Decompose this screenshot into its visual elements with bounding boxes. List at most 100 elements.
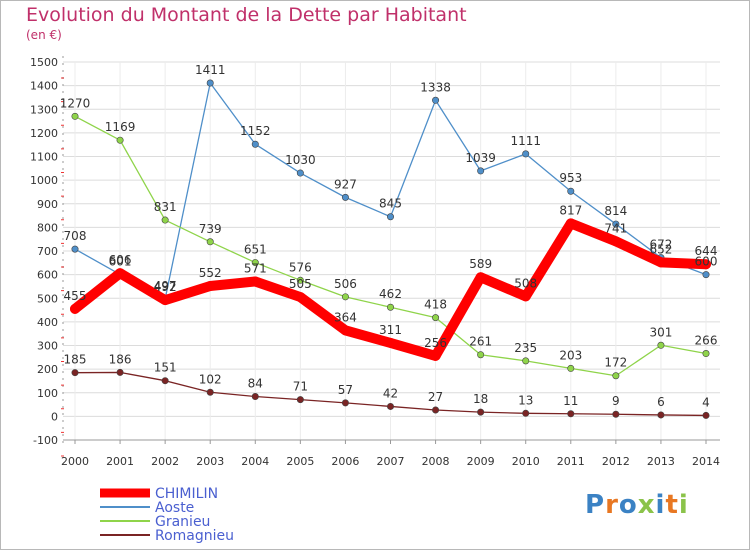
data-point-granieu	[567, 364, 575, 372]
y-tick-label: 500	[37, 292, 58, 305]
data-label-granieu: 831	[154, 200, 177, 214]
data-label-aoste: 1111	[510, 134, 541, 148]
data-label-chimilin: 606	[109, 253, 132, 267]
data-point-romagnieu	[567, 410, 575, 418]
data-point-granieu	[522, 357, 530, 365]
data-label-romagnieu: 18	[473, 392, 488, 406]
data-point-aoste	[206, 79, 214, 87]
data-label-granieu: 203	[559, 348, 582, 362]
data-label-granieu: 576	[289, 260, 312, 274]
data-label-romagnieu: 9	[612, 394, 620, 408]
data-label-chimilin: 817	[559, 203, 582, 217]
data-point-chimilin	[610, 236, 621, 247]
data-point-granieu	[206, 238, 214, 246]
y-tick-label: 1100	[30, 151, 58, 164]
legend-label-aoste: Aoste	[155, 500, 194, 516]
data-label-romagnieu: 4	[702, 395, 710, 409]
data-point-chimilin	[205, 280, 216, 291]
data-label-romagnieu: 151	[154, 361, 177, 375]
data-label-granieu: 172	[604, 356, 627, 370]
data-label-granieu: 266	[695, 334, 718, 348]
data-point-chimilin	[385, 337, 396, 348]
data-label-chimilin: 571	[244, 261, 267, 275]
y-tick-label: 900	[37, 198, 58, 211]
y-tick-label: 800	[37, 221, 58, 234]
data-point-chimilin	[115, 268, 126, 279]
data-label-granieu: 418	[424, 298, 447, 312]
data-point-granieu	[161, 216, 169, 224]
data-point-granieu	[386, 303, 394, 311]
data-label-aoste: 1152	[240, 124, 271, 138]
data-label-romagnieu: 102	[199, 372, 222, 386]
data-point-romagnieu	[432, 406, 440, 414]
data-point-romagnieu	[386, 402, 394, 410]
logo-letter: P	[585, 490, 606, 520]
chart-subtitle: (en €)	[26, 28, 62, 42]
data-label-granieu: 651	[244, 243, 267, 257]
data-label-chimilin: 741	[604, 221, 627, 235]
x-tick-label: 2007	[377, 455, 405, 468]
data-label-aoste: 600	[695, 255, 718, 269]
data-point-granieu	[116, 136, 124, 144]
data-label-granieu: 1169	[105, 120, 136, 134]
data-label-chimilin: 652	[649, 242, 672, 256]
data-point-chimilin	[475, 272, 486, 283]
data-label-romagnieu: 57	[338, 383, 353, 397]
data-point-aoste	[296, 169, 304, 177]
data-label-chimilin: 256	[424, 336, 447, 350]
logo-letter: t	[665, 490, 679, 520]
x-tick-label: 2014	[692, 455, 720, 468]
data-point-romagnieu	[206, 388, 214, 396]
x-tick-label: 2001	[106, 455, 134, 468]
data-label-chimilin: 644	[695, 244, 718, 258]
data-label-aoste: 1338	[420, 80, 451, 94]
data-label-granieu: 235	[514, 341, 537, 355]
data-label-romagnieu: 11	[563, 394, 578, 408]
y-tick-label: 700	[37, 245, 58, 258]
x-tick-label: 2006	[331, 455, 359, 468]
data-label-chimilin: 589	[469, 257, 492, 271]
logo-letter: r	[605, 490, 619, 520]
data-label-granieu: 1270	[60, 96, 91, 110]
data-point-aoste	[567, 187, 575, 195]
data-label-aoste: 497	[154, 279, 177, 293]
data-label-granieu: 506	[334, 277, 357, 291]
data-point-romagnieu	[71, 369, 79, 377]
data-point-chimilin	[250, 276, 261, 287]
x-tick-label: 2005	[286, 455, 314, 468]
data-point-aoste	[702, 271, 710, 279]
data-label-aoste: 1039	[465, 151, 496, 165]
x-tick-label: 2003	[196, 455, 224, 468]
data-point-chimilin	[565, 218, 576, 229]
data-label-chimilin: 552	[199, 266, 222, 280]
y-tick-label: 1200	[30, 127, 58, 140]
y-tick-label: 0	[51, 410, 58, 423]
data-label-granieu: 462	[379, 287, 402, 301]
x-tick-label: 2013	[647, 455, 675, 468]
data-point-aoste	[477, 167, 485, 175]
data-point-chimilin	[70, 303, 80, 314]
x-tick-label: 2011	[557, 455, 585, 468]
data-point-granieu	[612, 372, 620, 380]
y-tick-label: 1300	[30, 103, 58, 116]
data-point-chimilin	[655, 257, 666, 268]
data-point-romagnieu	[522, 409, 530, 417]
x-tick-label: 2009	[467, 455, 495, 468]
data-label-romagnieu: 71	[293, 380, 308, 394]
data-label-aoste: 1411	[195, 63, 226, 77]
data-point-romagnieu	[251, 393, 259, 401]
data-point-granieu	[251, 259, 259, 267]
x-tick-label: 2012	[602, 455, 630, 468]
data-label-chimilin: 311	[379, 323, 402, 337]
data-label-aoste: 672	[649, 238, 672, 252]
data-point-romagnieu	[341, 399, 349, 407]
data-point-granieu	[71, 112, 79, 120]
data-label-aoste: 845	[379, 197, 402, 211]
proxiti-logo: Proxiti	[585, 490, 689, 520]
data-point-granieu	[477, 351, 485, 359]
data-point-aoste	[341, 193, 349, 201]
logo-letter: i	[678, 490, 689, 520]
y-tick-label: 1500	[30, 56, 58, 69]
x-tick-label: 2000	[61, 455, 89, 468]
